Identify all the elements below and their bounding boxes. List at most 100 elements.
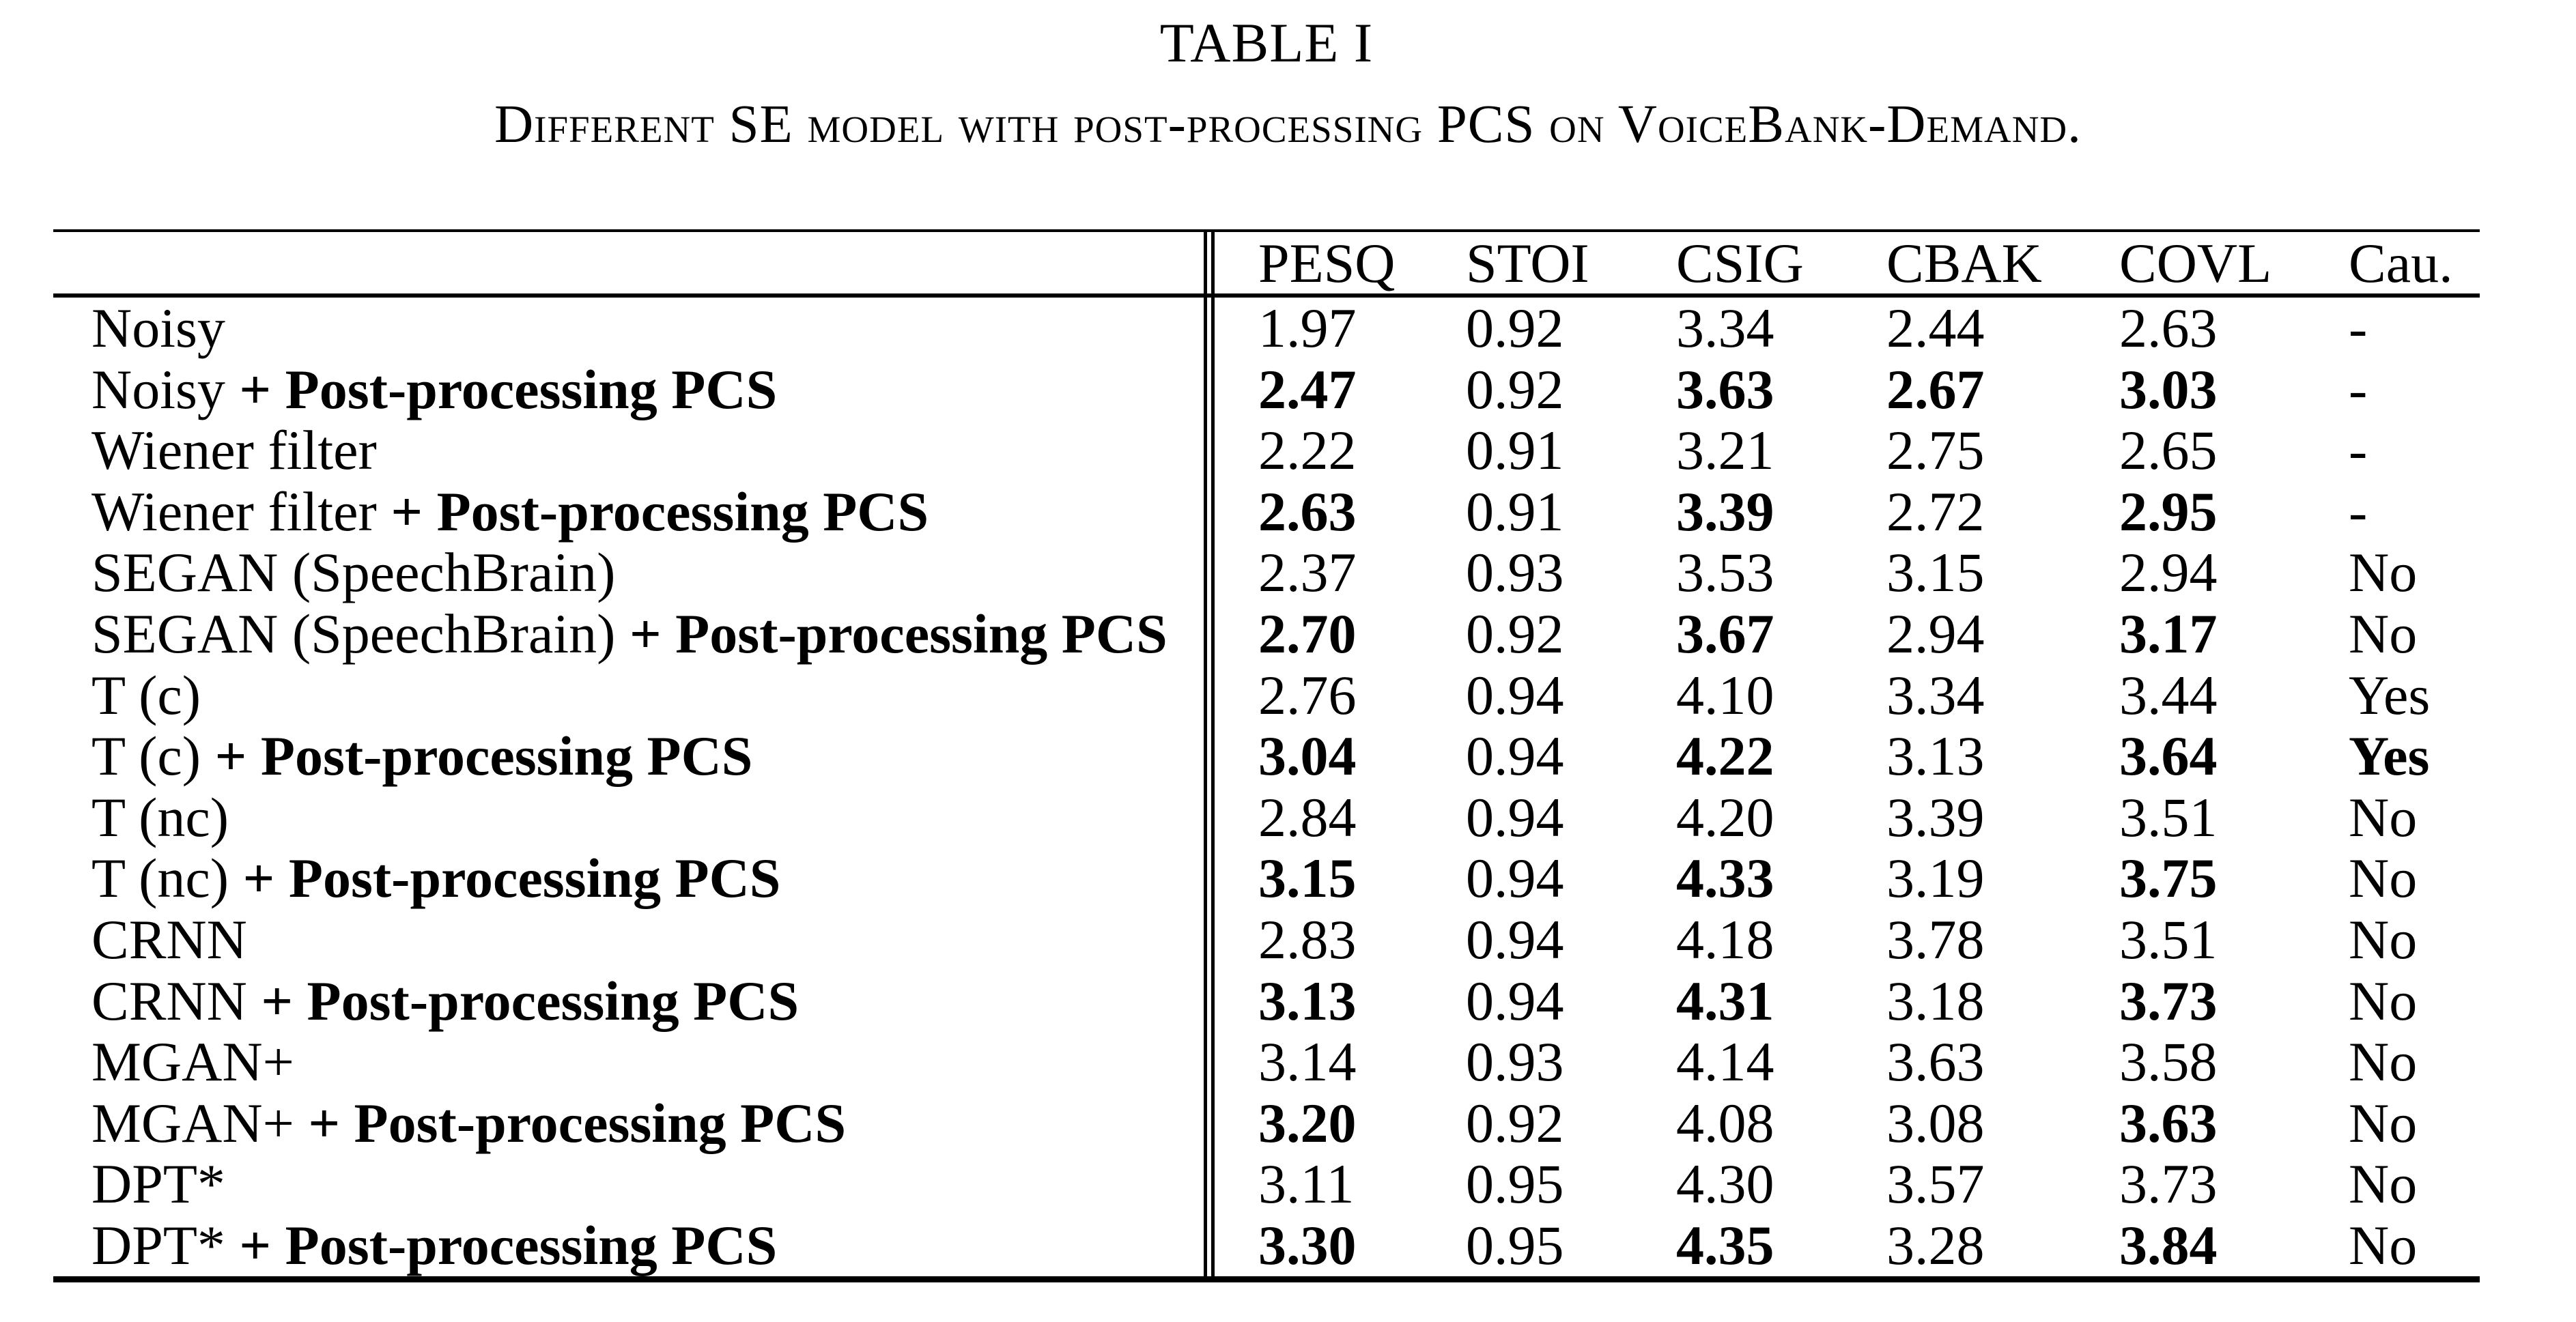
row-label-model: T (nc) xyxy=(91,786,229,848)
table-cell: 2.84 xyxy=(1258,786,1357,848)
table-cell: 3.15 xyxy=(1258,847,1357,910)
table-cell: 4.10 xyxy=(1676,663,1774,726)
row-label-model: SEGAN (SpeechBrain) xyxy=(91,602,629,665)
table-row: T (nc) + Post-processing PCS 3.15 0.94 4.3… xyxy=(53,848,2480,909)
table-cell: 3.30 xyxy=(1258,1213,1357,1276)
table-row: DPT* 3.11 0.95 4.30 3.57 3.73 No xyxy=(53,1153,2480,1215)
row-label-model: CRNN xyxy=(91,969,261,1032)
table-cell: No xyxy=(2349,602,2418,665)
table-header-row: PESQ STOI CSIG CBAK COVL Cau. xyxy=(53,232,2480,298)
table-row: Noisy 1.97 0.92 3.34 2.44 2.63 - xyxy=(53,298,2480,359)
row-label: T (c) xyxy=(91,663,201,726)
table-cell: 3.73 xyxy=(2119,969,2218,1032)
table-cell: 3.03 xyxy=(2119,358,2218,420)
table-cell: 3.84 xyxy=(2119,1213,2218,1276)
table-cell: No xyxy=(2349,1031,2418,1093)
row-label: T (nc) xyxy=(91,786,229,848)
table-caption-text: Different SE model with post-processing … xyxy=(494,95,2082,154)
row-label-model: MGAN+ xyxy=(91,1031,294,1093)
table-cell: 0.95 xyxy=(1466,1153,1564,1216)
row-label: DPT* + Post-processing PCS xyxy=(91,1215,777,1276)
table-cell: 2.37 xyxy=(1258,541,1357,604)
row-label-pcs-suffix: + Post-processing PCS xyxy=(261,969,799,1032)
row-label: DPT* xyxy=(91,1153,225,1215)
table-cell: 3.17 xyxy=(2119,602,2218,665)
table-cell: 2.94 xyxy=(2119,541,2218,604)
row-label: MGAN+ + Post-processing PCS xyxy=(91,1091,846,1154)
table-cell: 2.47 xyxy=(1258,358,1357,420)
row-label-model: MGAN+ xyxy=(91,1091,309,1154)
table-row: CRNN + Post-processing PCS 3.13 0.94 4.31 3… xyxy=(53,969,2480,1032)
table-cell: 0.92 xyxy=(1466,602,1564,665)
table-cell: 3.21 xyxy=(1676,419,1774,482)
row-label-model: T (c) xyxy=(91,663,201,726)
table-cell: 3.57 xyxy=(1886,1153,1985,1216)
table-cell: 3.28 xyxy=(1886,1213,1985,1276)
table-cell: 3.20 xyxy=(1258,1091,1357,1154)
table-cell: No xyxy=(2349,1213,2418,1276)
row-label: Noisy + Post-processing PCS xyxy=(91,358,777,420)
table-cell: No xyxy=(2349,969,2418,1032)
row-label-model: Noisy xyxy=(91,358,240,420)
table-cell: Yes xyxy=(2349,725,2430,788)
row-label-pcs-suffix: + Post-processing PCS xyxy=(242,847,781,910)
table-cell: 0.92 xyxy=(1466,358,1564,420)
row-label: MGAN+ xyxy=(91,1031,294,1093)
table-cell: - xyxy=(2349,419,2368,482)
table-row: T (c) 2.76 0.94 4.10 3.34 3.44 Yes xyxy=(53,663,2480,726)
table-cell: 3.75 xyxy=(2119,847,2218,910)
double-vertical-rule xyxy=(1204,232,1215,1276)
table-cell: 3.34 xyxy=(1676,297,1774,359)
column-header-cbak: CBAK xyxy=(1886,232,2042,294)
table-cell: 3.11 xyxy=(1258,1153,1355,1216)
table-cell: 3.64 xyxy=(2119,725,2218,788)
table-cell: 0.94 xyxy=(1466,786,1564,848)
table-cell: 3.08 xyxy=(1886,1091,1985,1154)
table-cell: 2.63 xyxy=(2119,297,2218,359)
table-cell: No xyxy=(2349,847,2418,910)
table-cell: 3.13 xyxy=(1258,969,1357,1032)
table-caption-number: TABLE I xyxy=(1159,12,1374,74)
table-cell: 3.78 xyxy=(1886,908,1985,971)
table-cell: 3.13 xyxy=(1886,725,1985,788)
table-row: Noisy + Post-processing PCS 2.47 0.92 3.63… xyxy=(53,358,2480,420)
results-table: PESQ STOI CSIG CBAK COVL Cau. Noisy 1.97… xyxy=(53,229,2480,1282)
table-cell: - xyxy=(2349,358,2368,420)
table-cell: - xyxy=(2349,297,2368,359)
table-cell: 2.94 xyxy=(1886,602,1985,665)
table-cell: 0.94 xyxy=(1466,725,1564,788)
column-header-cau: Cau. xyxy=(2349,232,2453,294)
table-row: Wiener filter + Post-processing PCS 2.63… xyxy=(53,480,2480,543)
column-header-covl: COVL xyxy=(2119,232,2272,294)
table-cell: 2.76 xyxy=(1258,663,1357,726)
row-label-pcs-suffix: + Post-processing PCS xyxy=(239,1213,778,1276)
table-cell: 0.92 xyxy=(1466,1091,1564,1154)
table-cell: 4.18 xyxy=(1676,908,1774,971)
row-label: CRNN xyxy=(91,909,247,971)
row-label-model: T (nc) xyxy=(91,847,243,910)
table-cell: 4.14 xyxy=(1676,1031,1774,1093)
table-cell: 4.31 xyxy=(1676,969,1774,1032)
table-cell: 3.63 xyxy=(2119,1091,2218,1154)
column-header-csig: CSIG xyxy=(1676,232,1804,294)
column-header-stoi: STOI xyxy=(1466,232,1589,294)
table-cell: 3.73 xyxy=(2119,1153,2218,1216)
row-label: Wiener filter xyxy=(91,420,377,481)
row-label-pcs-suffix: + Post-processing PCS xyxy=(391,480,929,543)
table-body: Noisy 1.97 0.92 3.34 2.44 2.63 - Noisy + Post… xyxy=(53,298,2480,1276)
table-row: MGAN+ 3.14 0.93 4.14 3.63 3.58 No xyxy=(53,1031,2480,1093)
table-cell: 2.83 xyxy=(1258,908,1357,971)
table-row: SEGAN (SpeechBrain) 2.37 0.93 3.53 3.15 2.94… xyxy=(53,542,2480,603)
row-label-pcs-suffix: + Post-processing PCS xyxy=(629,602,1167,665)
table-cell: 3.04 xyxy=(1258,725,1357,788)
table-cell: 3.63 xyxy=(1676,358,1774,420)
table-cell: - xyxy=(2349,480,2368,543)
table-cell: 2.44 xyxy=(1886,297,1985,359)
row-label-model: DPT* xyxy=(91,1213,240,1276)
table-cell: 3.18 xyxy=(1886,969,1985,1032)
table-cell: 4.20 xyxy=(1676,786,1774,848)
row-label-model: DPT* xyxy=(91,1153,225,1216)
table-cell: Yes xyxy=(2349,663,2431,726)
table-row: MGAN+ + Post-processing PCS 3.20 0.92 4.08… xyxy=(53,1091,2480,1154)
row-label: Noisy xyxy=(91,298,225,359)
